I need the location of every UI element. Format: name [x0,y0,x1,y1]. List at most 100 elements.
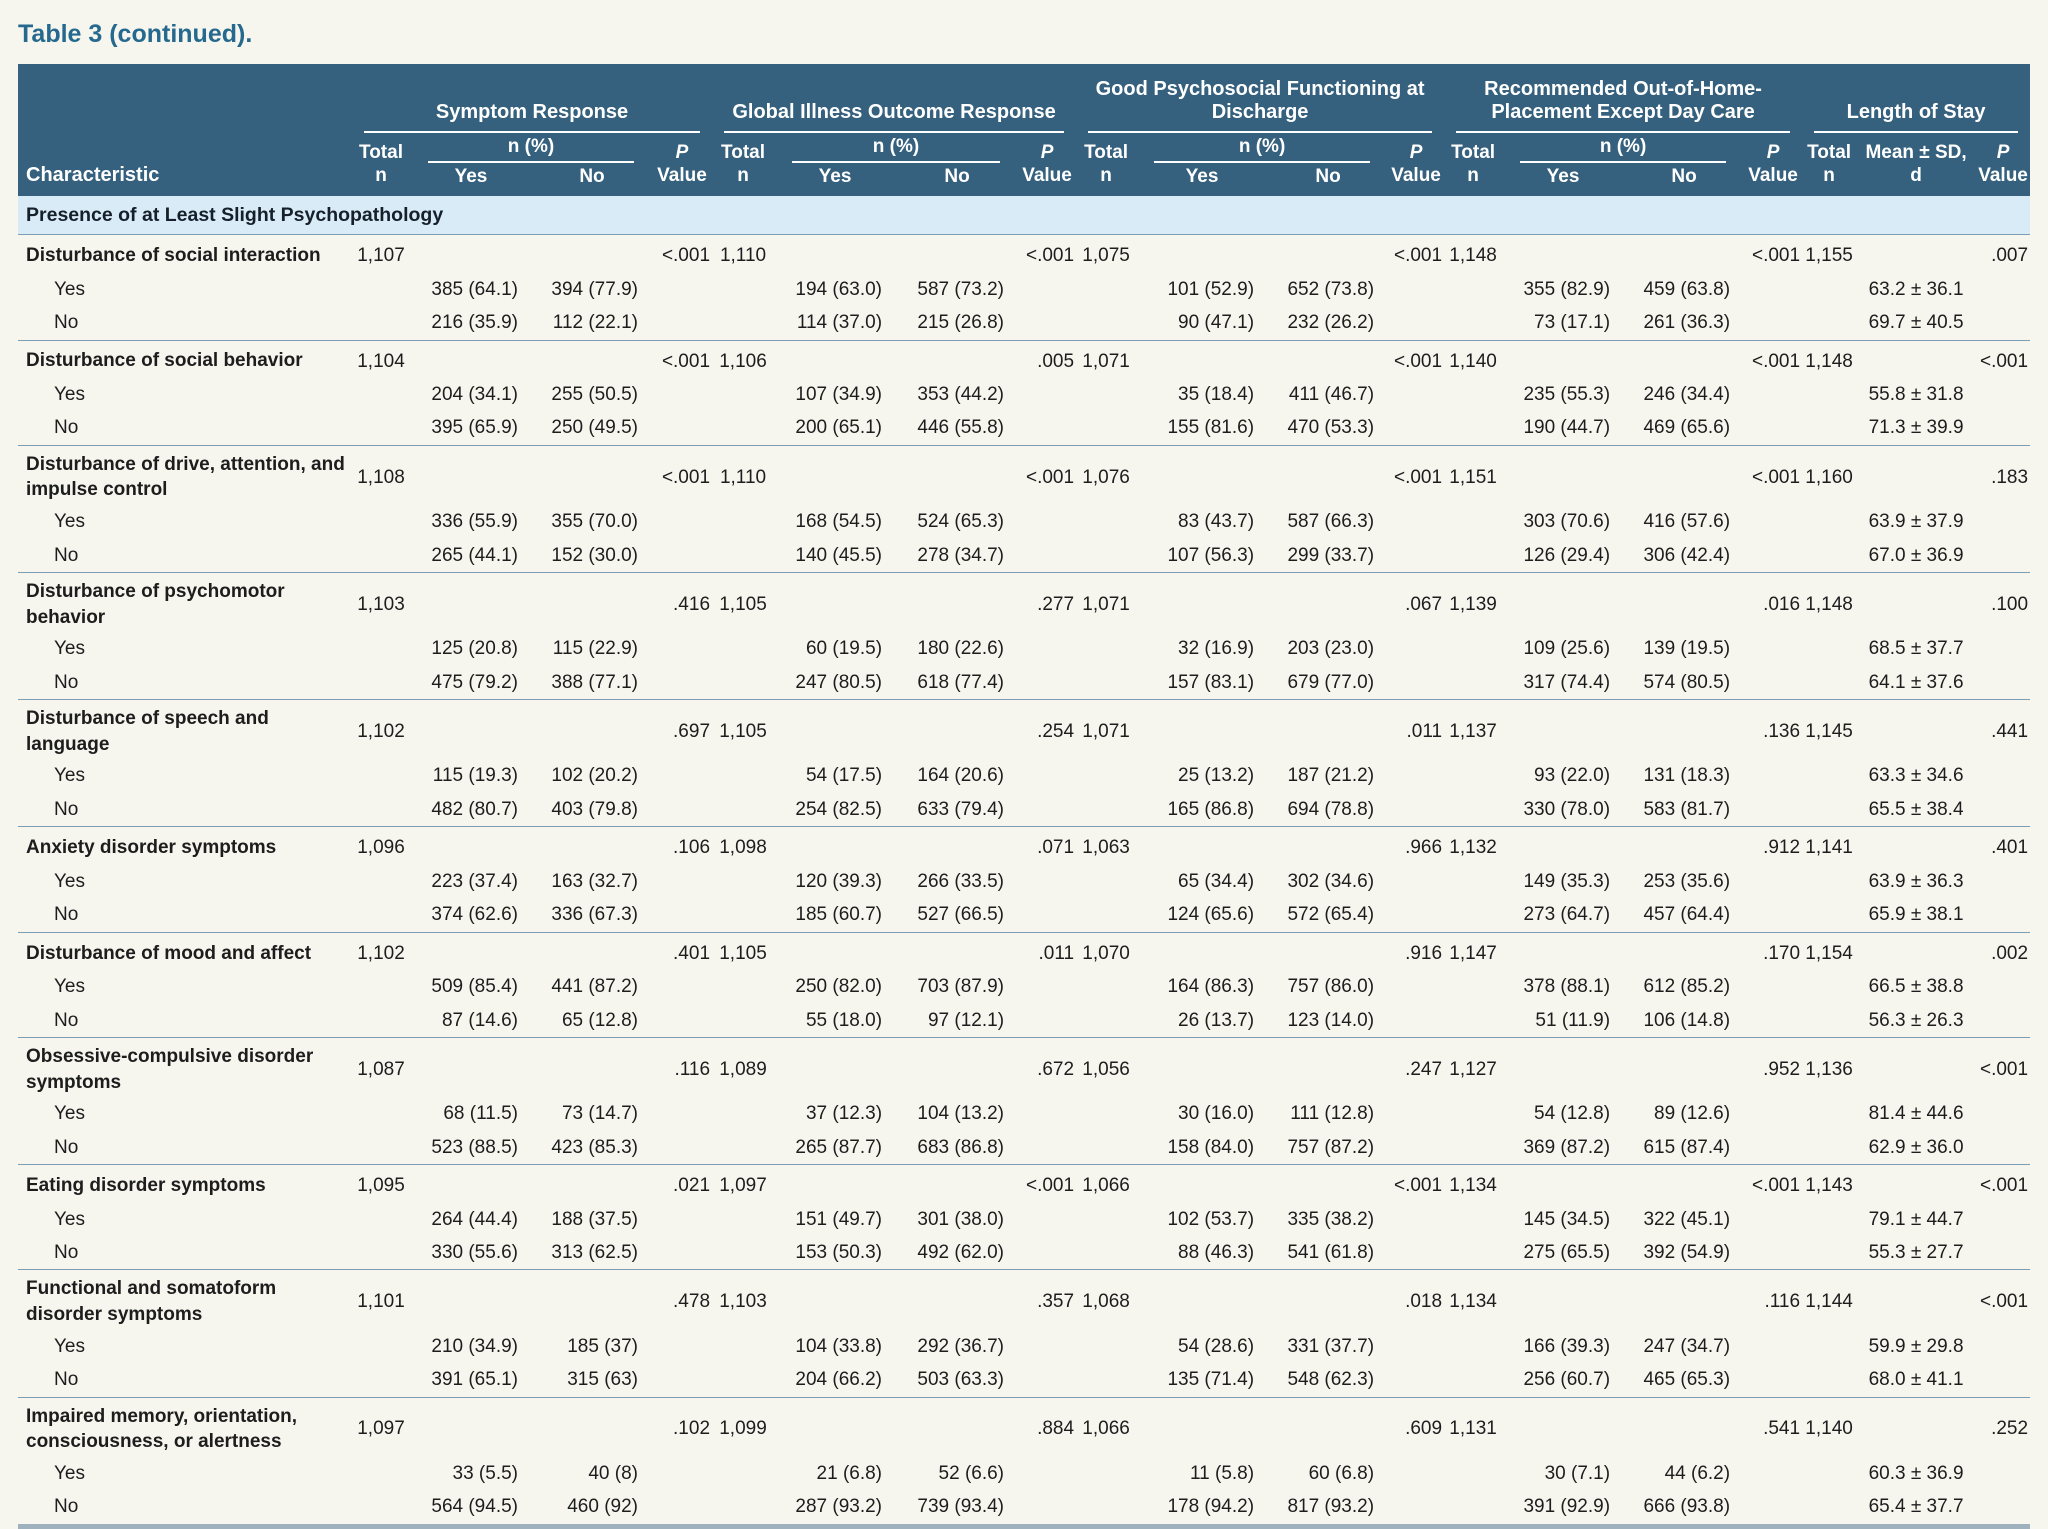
no-value: 541 (61.8) [1287,1241,1375,1263]
table-row-no: No 482 (80.7) 403 (79.8) 254 (82.5) 633 (79.… [18,793,2030,827]
cell [352,411,410,445]
yes-value: 355 (82.9) [1523,278,1611,300]
yes-value: 612 (85.2) [1643,976,1731,998]
characteristic-name: Impaired memory, orientation, consciousn… [18,1396,352,1457]
p-value: .697 [652,699,713,760]
p-value-header: P Value [652,133,713,196]
total-n-value: 1,104 [352,339,410,378]
cell [1444,970,1502,1003]
no-label: No [54,671,79,693]
cell [1444,1203,1502,1236]
no-value: 90 (47.1) [1178,312,1255,334]
no-value: 250 (49.5) [551,417,638,439]
cell [410,1164,532,1203]
mean-sd-header: Mean ± SD, d [1856,133,1977,196]
table-row-main: Disturbance of mood and affect 1,102.401 1… [18,931,2031,971]
p-value: .100 [1976,572,2031,633]
yes-value: 509 (85.4) [431,976,518,998]
cell [774,1036,897,1098]
cell [1502,931,1625,971]
no-value: 261 (36.3) [1643,312,1731,334]
cell [896,1036,1019,1098]
total-n-value: 1,096 [352,826,410,865]
yes-value: 353 (44.2) [917,383,1005,405]
cell [352,539,410,573]
cell [1802,1004,1856,1038]
cell [774,1164,897,1203]
cell [652,1004,712,1038]
no-value: 369 (87.2) [1523,1136,1611,1158]
cell [1076,898,1136,932]
cell [410,1396,532,1457]
cell [532,826,652,865]
p-value: .183 [1976,444,2031,506]
p-value: .441 [1976,699,2031,760]
no-label: No [54,312,79,334]
cell [352,1097,410,1130]
no-header: No [532,163,652,196]
no-value: 469 (65.6) [1643,417,1731,439]
cell [1018,1097,1076,1130]
cell [352,865,410,898]
cell [1624,339,1745,378]
no-value: 583 (81.7) [1643,798,1731,820]
cell [774,699,897,760]
p-value: .136 [1744,699,1803,760]
no-value: 548 (62.3) [1287,1369,1375,1391]
cell [712,1004,774,1038]
no-value: 153 (50.3) [795,1241,883,1263]
total-n-value: 1,101 [352,1269,410,1330]
cell [1744,1131,1802,1165]
no-value: 55 (18.0) [805,1009,883,1031]
cell [1076,1457,1136,1490]
cell [774,572,897,633]
cell [352,1236,410,1270]
cell [1136,234,1269,273]
no-value: 618 (77.4) [917,671,1005,693]
yes-value: 524 (65.3) [917,511,1005,533]
cell [532,931,652,971]
cell [1802,970,1856,1003]
p-value: .672 [1018,1036,1077,1098]
mean-sd-value: 62.9 ± 36.0 [1868,1136,1964,1158]
yes-value: 652 (73.8) [1287,278,1375,300]
yes-value: 246 (34.4) [1643,383,1731,405]
yes-value: 303 (70.6) [1523,511,1611,533]
cell [1502,1164,1625,1203]
cell [1076,666,1136,700]
yes-value: 250 (82.0) [795,976,883,998]
cell [352,273,410,306]
cell [774,444,897,506]
total-n-value: 1,105 [712,699,775,760]
no-value: 395 (65.9) [431,417,518,439]
cell [652,666,712,700]
yes-value: 30 (7.1) [1544,1462,1611,1484]
cell [1856,1396,1977,1457]
mean-sd-value: 81.4 ± 44.6 [1868,1103,1964,1125]
no-value: 185 (60.7) [795,904,883,926]
cell [1444,1004,1502,1038]
cell [1976,411,2030,445]
characteristic-name: Disturbance of psychomotor behavior [18,572,352,633]
cell [1018,793,1076,827]
cell [1744,1490,1802,1526]
total-n-value: 1,140 [1802,1396,1857,1457]
cell [1444,1236,1502,1270]
mean-sd-value: 68.0 ± 41.1 [1868,1369,1964,1391]
table-row-main: Disturbance of social interaction 1,107 <.… [18,234,2031,273]
cell [1802,666,1856,700]
cell [1268,1396,1389,1457]
cell [1136,1269,1269,1330]
no-value: 157 (83.1) [1167,671,1255,693]
cell [652,1457,712,1490]
total-n-value: 1,066 [1076,1396,1137,1457]
no-value: 232 (26.2) [1287,312,1375,334]
cell [1018,1363,1076,1397]
yes-value: 264 (44.4) [431,1208,518,1230]
cell [1744,411,1802,445]
cell [1976,1236,2030,1270]
mean-sd-value: 69.7 ± 40.5 [1868,312,1964,334]
no-value: 51 (11.9) [1535,1009,1611,1031]
yes-value: 149 (35.3) [1523,870,1611,892]
cell [1268,826,1389,865]
